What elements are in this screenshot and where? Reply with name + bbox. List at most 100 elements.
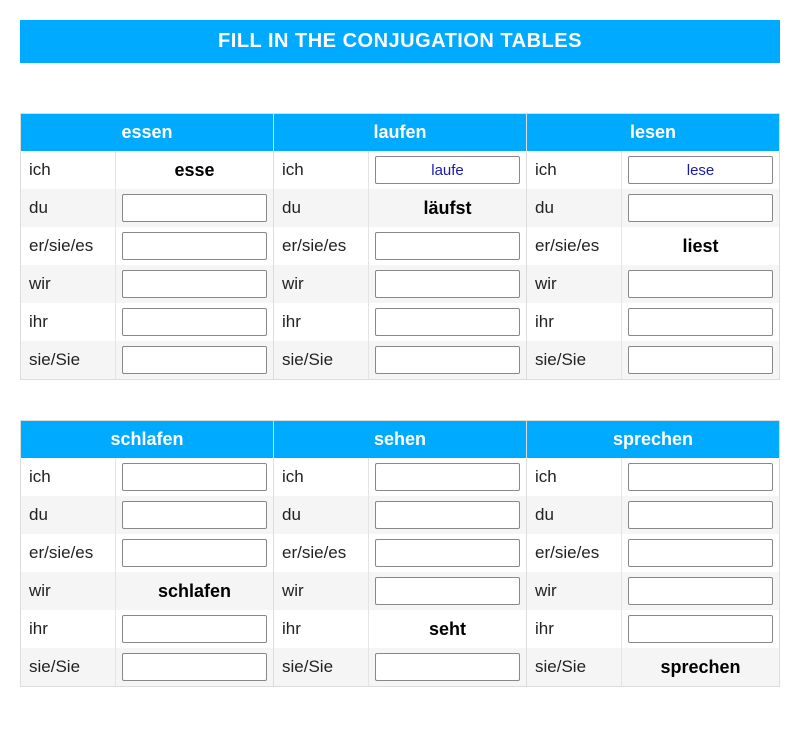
conjugation-cell: [369, 303, 526, 341]
conjugation-input[interactable]: [375, 501, 520, 529]
conjugation-row: er/sie/es: [21, 534, 273, 572]
conjugation-row: ich: [527, 458, 779, 496]
conjugation-cell: [622, 534, 779, 572]
pronoun-label: ich: [274, 151, 369, 189]
conjugation-row: du: [527, 189, 779, 227]
conjugation-cell: [369, 458, 526, 496]
conjugation-row: wir: [274, 265, 526, 303]
page-title: FILL IN THE CONJUGATION TABLES: [20, 20, 780, 63]
conjugation-input[interactable]: [122, 615, 267, 643]
conjugation-cell: [369, 648, 526, 686]
conjugation-cell: [116, 496, 273, 534]
conjugation-input[interactable]: [122, 463, 267, 491]
conjugation-input[interactable]: [122, 194, 267, 222]
conjugation-input[interactable]: [375, 232, 520, 260]
conjugation-input[interactable]: [628, 156, 773, 184]
conjugation-row: er/sie/es: [527, 534, 779, 572]
conjugation-input[interactable]: [628, 346, 773, 374]
pronoun-label: sie/Sie: [527, 341, 622, 379]
conjugation-input[interactable]: [375, 308, 520, 336]
conjugation-cell: [369, 572, 526, 610]
pronoun-label: er/sie/es: [21, 227, 116, 265]
conjugation-cell: [622, 610, 779, 648]
conjugation-input[interactable]: [122, 232, 267, 260]
conjugation-cell: [116, 648, 273, 686]
conjugation-cell: [369, 265, 526, 303]
conjugation-row: ihr: [21, 303, 273, 341]
conjugation-input[interactable]: [628, 501, 773, 529]
conjugation-input[interactable]: [375, 156, 520, 184]
conjugation-row: ihr: [527, 303, 779, 341]
conjugation-row: wir: [274, 572, 526, 610]
conjugation-input[interactable]: [375, 270, 520, 298]
pronoun-label: wir: [527, 572, 622, 610]
verb-table-laufen: laufenichduläufster/sie/eswirihrsie/Sie: [273, 114, 526, 379]
conjugation-cell: [622, 572, 779, 610]
conjugation-input[interactable]: [628, 270, 773, 298]
conjugation-input[interactable]: [628, 463, 773, 491]
prefilled-answer: esse: [174, 160, 214, 181]
conjugation-input[interactable]: [375, 653, 520, 681]
conjugation-input[interactable]: [628, 577, 773, 605]
conjugation-cell: [622, 496, 779, 534]
prefilled-answer: seht: [429, 619, 466, 640]
conjugation-row: du: [274, 496, 526, 534]
table-group: schlafenichduer/sie/eswirschlafenihrsie/…: [20, 420, 780, 687]
conjugation-input[interactable]: [122, 308, 267, 336]
table-group: essenichesseduer/sie/eswirihrsie/Sielauf…: [20, 113, 780, 380]
pronoun-label: du: [21, 496, 116, 534]
pronoun-label: du: [274, 496, 369, 534]
conjugation-input[interactable]: [375, 463, 520, 491]
conjugation-input[interactable]: [628, 615, 773, 643]
verb-table-essen: essenichesseduer/sie/eswirihrsie/Sie: [21, 114, 273, 379]
conjugation-cell: [622, 303, 779, 341]
conjugation-input[interactable]: [628, 539, 773, 567]
pronoun-label: ihr: [274, 610, 369, 648]
conjugation-row: ihr seht: [274, 610, 526, 648]
verb-table-schlafen: schlafenichduer/sie/eswirschlafenihrsie/…: [21, 421, 273, 686]
conjugation-input[interactable]: [122, 501, 267, 529]
conjugation-row: sie/Sie: [21, 341, 273, 379]
conjugation-cell: [369, 341, 526, 379]
pronoun-label: ihr: [527, 610, 622, 648]
pronoun-label: wir: [274, 572, 369, 610]
pronoun-label: ich: [21, 458, 116, 496]
conjugation-row: wir: [527, 572, 779, 610]
conjugation-cell: sprechen: [622, 648, 779, 686]
pronoun-label: wir: [274, 265, 369, 303]
conjugation-input[interactable]: [375, 577, 520, 605]
pronoun-label: wir: [21, 265, 116, 303]
conjugation-input[interactable]: [122, 270, 267, 298]
conjugation-row: sie/Sie: [274, 648, 526, 686]
conjugation-cell: [116, 458, 273, 496]
conjugation-input[interactable]: [375, 346, 520, 374]
conjugation-input[interactable]: [375, 539, 520, 567]
conjugation-row: er/sie/es: [274, 534, 526, 572]
conjugation-row: ich: [527, 151, 779, 189]
conjugation-row: ihr: [21, 610, 273, 648]
pronoun-label: ich: [21, 151, 116, 189]
pronoun-label: du: [274, 189, 369, 227]
tables-container: essenichesseduer/sie/eswirihrsie/Sielauf…: [20, 113, 780, 687]
conjugation-input[interactable]: [122, 653, 267, 681]
pronoun-label: du: [527, 496, 622, 534]
conjugation-cell: [622, 151, 779, 189]
conjugation-cell: [622, 458, 779, 496]
conjugation-cell: [369, 496, 526, 534]
conjugation-input[interactable]: [628, 308, 773, 336]
conjugation-cell: esse: [116, 151, 273, 189]
conjugation-row: duläufst: [274, 189, 526, 227]
conjugation-row: wir: [21, 265, 273, 303]
verb-table-sehen: sehenichduer/sie/eswirihrsehtsie/Sie: [273, 421, 526, 686]
conjugation-input[interactable]: [122, 346, 267, 374]
conjugation-cell: [369, 534, 526, 572]
conjugation-input[interactable]: [628, 194, 773, 222]
conjugation-cell: [116, 303, 273, 341]
conjugation-input[interactable]: [122, 539, 267, 567]
conjugation-cell: schlafen: [116, 572, 273, 610]
verb-header: laufen: [274, 114, 526, 151]
conjugation-row: ihr: [274, 303, 526, 341]
conjugation-row: sie/Siesprechen: [527, 648, 779, 686]
conjugation-row: du: [21, 496, 273, 534]
conjugation-cell: [622, 265, 779, 303]
